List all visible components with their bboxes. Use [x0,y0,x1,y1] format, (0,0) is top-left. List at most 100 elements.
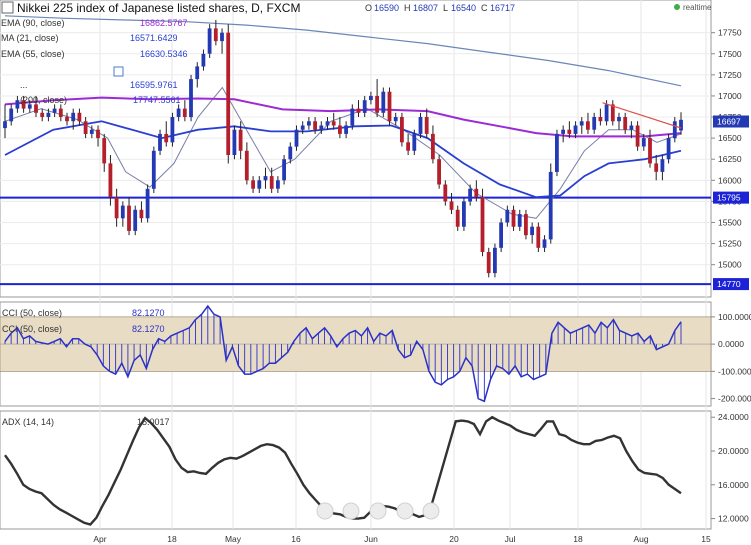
svg-text:82.1270: 82.1270 [132,308,165,318]
x-axis-tick-label: 16 [291,534,301,544]
price-axis-label: 15250 [718,239,742,249]
candle-up [201,53,206,67]
candle-up [52,108,57,113]
candle-down [455,209,460,227]
scroll-left-button[interactable] [316,502,334,520]
price-axis-label: 16500 [718,133,742,143]
legend-ema-4[interactable]: ... 16595.9761 [20,80,178,90]
legend-ema90[interactable]: EMA (90, close) 16862.5767 [1,18,188,28]
svg-text:EMA (90, close): EMA (90, close) [1,18,65,28]
svg-text:16630.5346: 16630.5346 [140,49,188,59]
ema200-line [4,15,682,87]
candle-down [610,104,615,122]
candle-up [604,104,609,122]
ohlc-close: 16717 [490,3,515,13]
legend-ema55[interactable]: EMA (55, close) 16630.5346 [1,49,188,59]
ohlc-open: 16590 [374,3,399,13]
realtime-dot-icon [674,4,680,10]
candle-up [158,133,162,151]
settings-icon[interactable] [113,66,124,77]
candle-down [424,117,429,134]
svg-text:...: ... [20,80,28,90]
candle-down [356,108,361,113]
candle-down [182,108,187,117]
candle-up [517,214,522,227]
candle-up [71,112,76,122]
candle-up [145,188,150,219]
candle-down [139,209,144,219]
candle-down [437,159,441,185]
candle-up [170,117,175,143]
candle-up [232,129,237,155]
candle-up [672,121,677,139]
candle-up [15,100,20,109]
svg-text:CCI (50, close): CCI (50, close) [2,324,62,334]
candle-down [58,108,63,117]
candle-down [406,142,410,151]
realtime-label[interactable]: realtime [683,3,712,12]
candle-up [120,205,125,219]
chart-marks [0,15,711,526]
candle-up [300,125,305,130]
legend-ema200[interactable]: (200, close) 17747.5561 [20,95,181,105]
candle-down [127,205,131,231]
collapse-icon[interactable] [1,1,14,14]
candle-down [567,129,572,134]
zoom-reset-button[interactable] [369,502,387,520]
candle-down [443,184,448,202]
candle-up [561,129,565,134]
cci-legend[interactable]: CCI (50, close) 82.1270 CCI (50, close) … [2,308,165,334]
candle-down [21,100,26,109]
candle-up [189,79,193,118]
candle-up [542,239,547,248]
cci-axis-label: 100.0000 [718,312,751,322]
candle-up [282,159,286,181]
candle-down [635,125,640,147]
price-tag [713,278,749,291]
candle-up [548,171,553,240]
candle-down [77,112,82,122]
price-axis-label: 15500 [718,218,742,228]
ohlc-close-label: C [481,3,488,13]
x-axis-tick-label: 18 [167,534,177,544]
candle-down [164,133,169,143]
scroll-right-button[interactable] [422,502,440,520]
svg-text:82.1270: 82.1270 [132,324,165,334]
candle-down [313,121,317,130]
ema90-line [4,96,682,138]
candle-up [288,146,293,160]
ohlc-high-label: H [404,3,411,13]
ema55-line [4,120,682,199]
candle-down [269,176,274,189]
price-tag-label: 15795 [717,193,741,203]
adx-axis-label: 20.0000 [718,446,749,456]
x-axis-tick-label: May [225,534,242,544]
zoom-in-button[interactable] [396,502,414,520]
x-axis-tick-label: 20 [449,534,459,544]
candle-up [151,150,156,189]
candle-up [257,180,262,189]
svg-text:EMA (55, close): EMA (55, close) [1,49,65,59]
candle-down [40,112,45,117]
ohlc-low: 16540 [451,3,476,13]
price-panel [0,0,712,298]
candle-down [65,117,69,122]
legend-ma21[interactable]: MA (21, close) 16571.6429 [1,33,178,43]
candle-up [505,209,510,223]
svg-text:15.0017: 15.0017 [137,417,170,427]
candle-down [486,252,491,274]
price-axis-label: 17500 [718,49,742,59]
adx-legend[interactable]: ADX (14, 14) 15.0017 [2,417,170,427]
candle-down [431,133,435,160]
x-axis-tick-label: 18 [573,534,583,544]
candle-up [207,28,212,54]
candle-up [369,95,373,101]
candle-up [307,121,311,126]
price-axis-label: 16000 [718,175,742,185]
price-axis-label: 17250 [718,70,742,80]
candle-down [480,197,485,252]
zoom-out-button[interactable] [342,502,360,520]
candle-up [679,119,683,131]
svg-text:17747.5561: 17747.5561 [133,95,181,105]
